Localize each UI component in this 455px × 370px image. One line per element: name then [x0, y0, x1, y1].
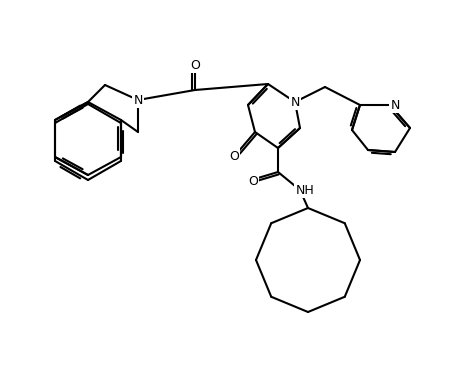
Text: O: O	[248, 175, 258, 188]
Text: NH: NH	[295, 184, 313, 196]
Text: N: N	[389, 98, 399, 111]
Text: N: N	[290, 95, 299, 108]
Text: O: O	[228, 149, 238, 162]
Text: N: N	[133, 94, 142, 107]
Text: O: O	[190, 58, 199, 71]
